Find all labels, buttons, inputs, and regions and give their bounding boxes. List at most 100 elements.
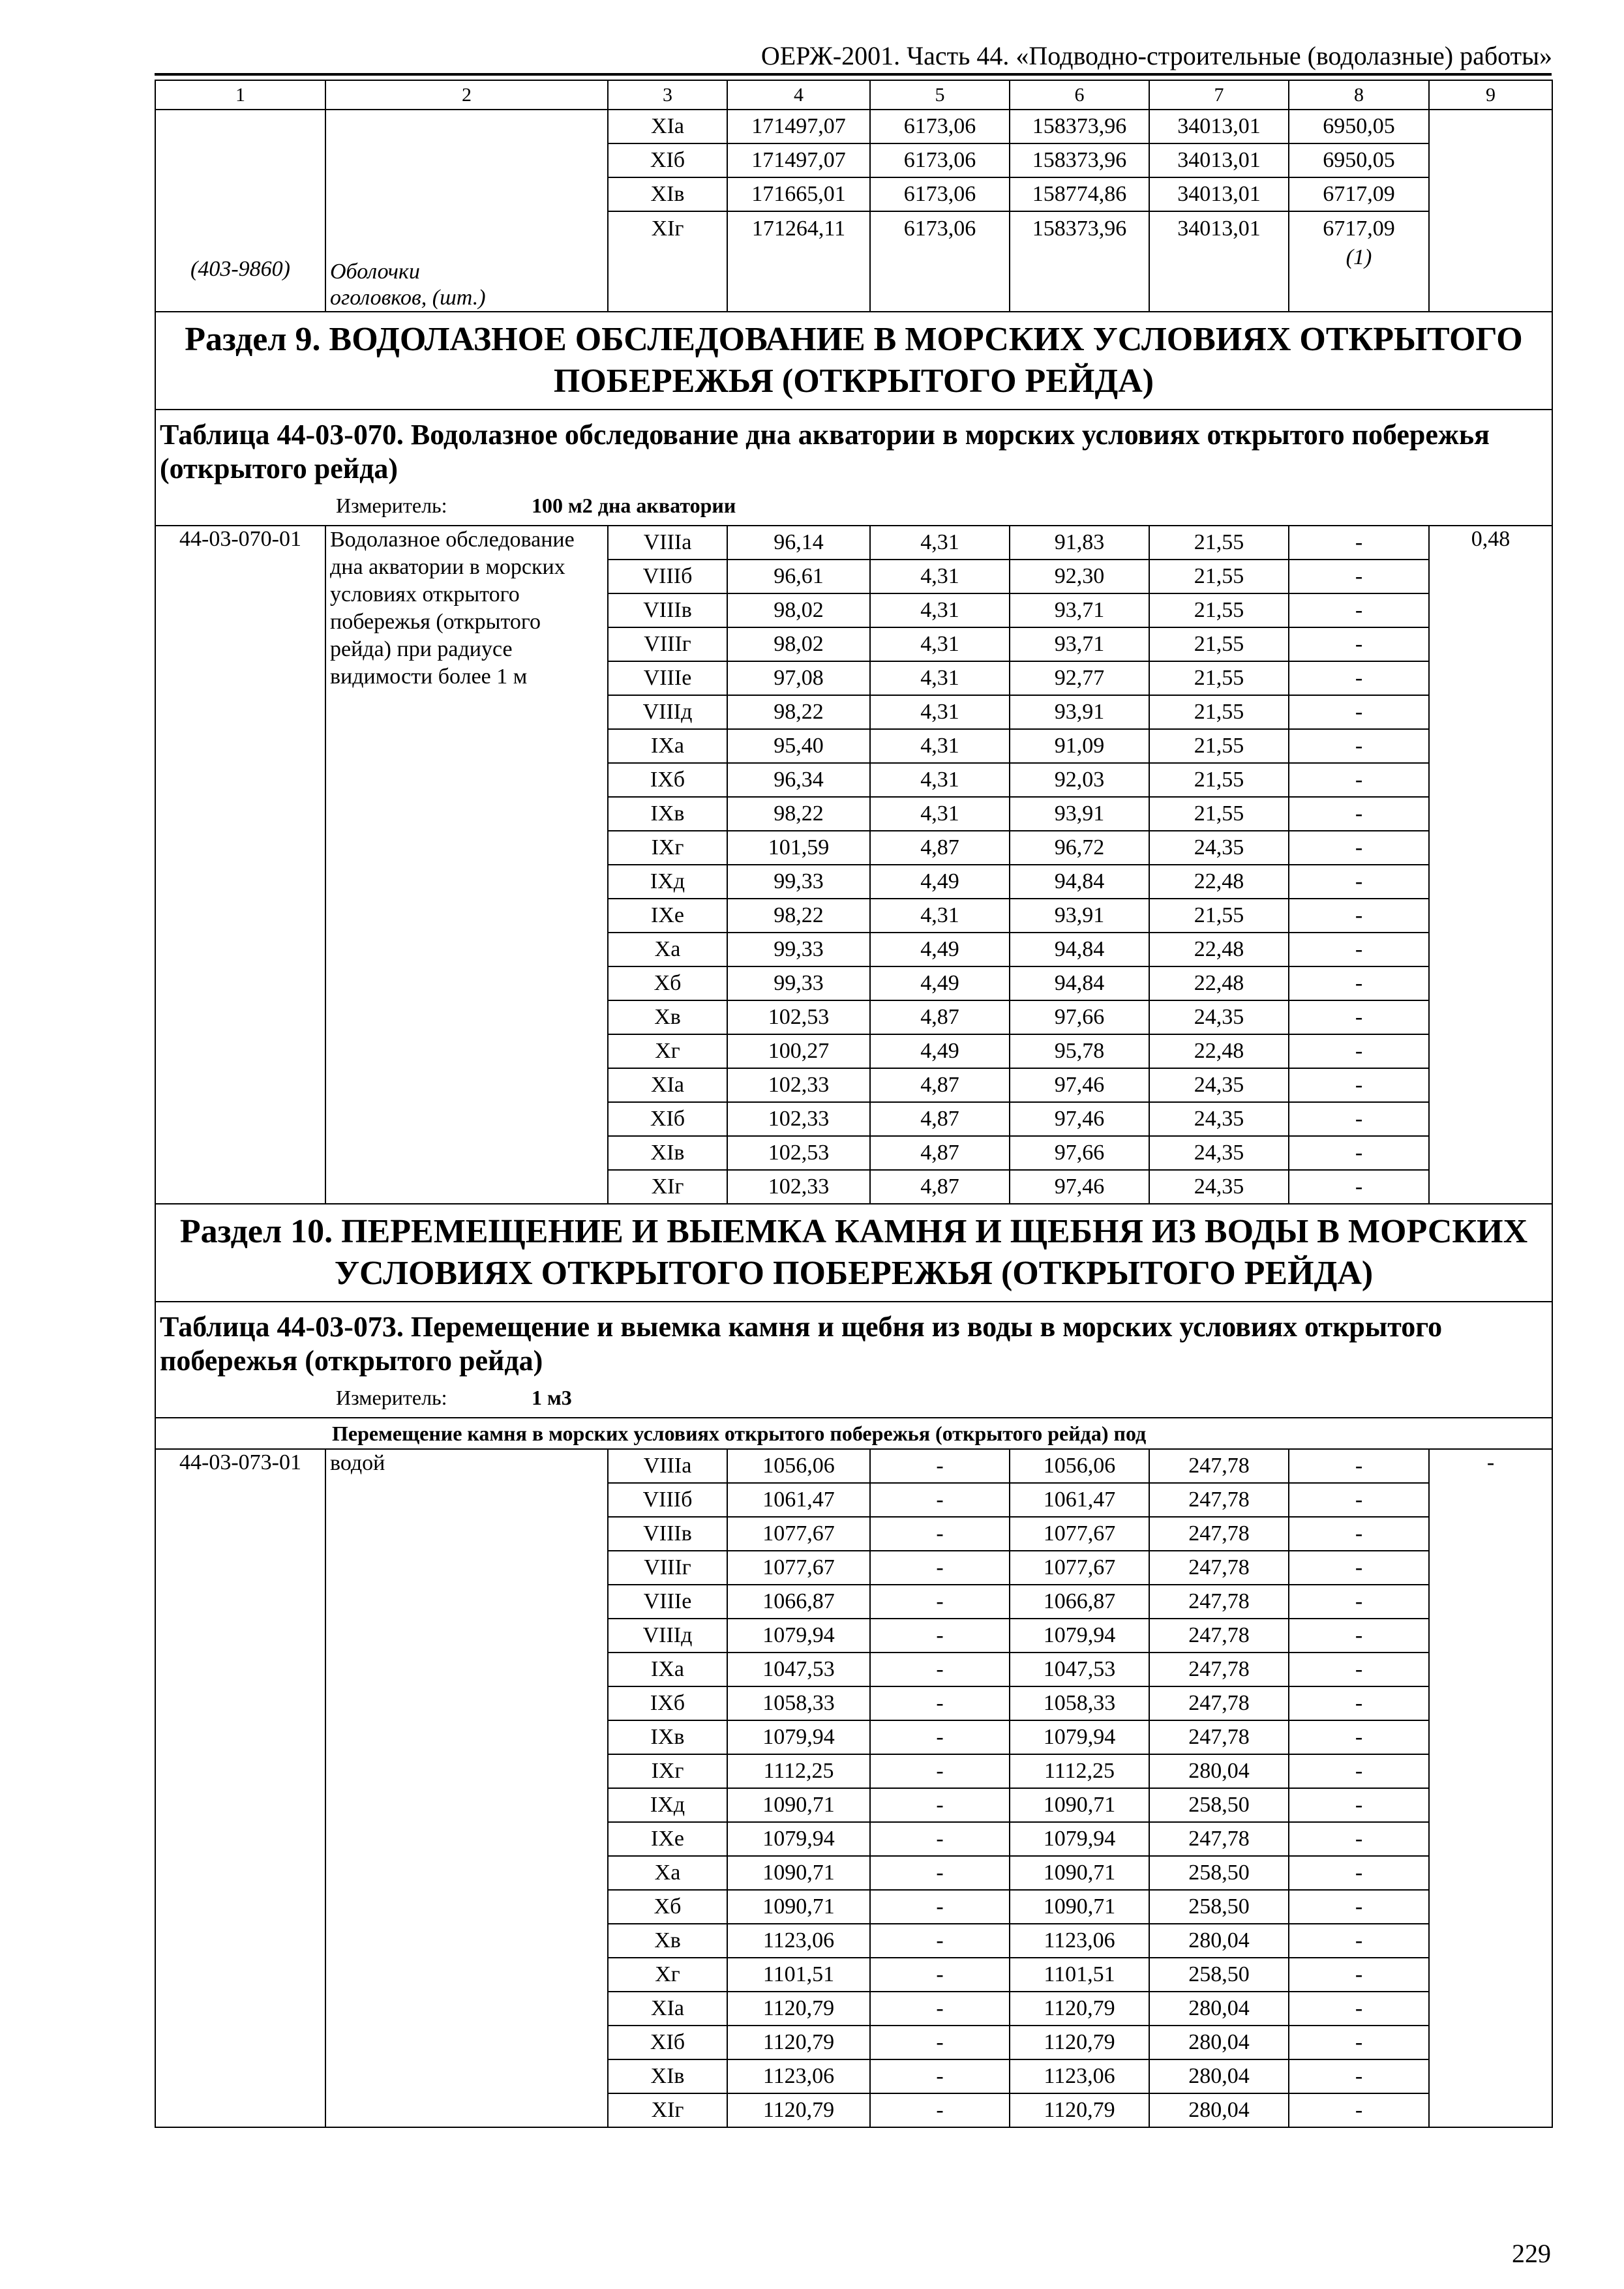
- value-cell: 22,48: [1149, 864, 1289, 899]
- value-cell: -: [869, 1754, 1010, 1789]
- value-cell: 1120,79: [727, 2025, 871, 2060]
- value-cell: 171264,11: [727, 211, 871, 312]
- value-cell: 4,87: [869, 1135, 1010, 1171]
- value-cell: 1079,94: [727, 1618, 871, 1653]
- value-cell: 24,35: [1149, 1068, 1289, 1103]
- value-cell: 280,04: [1149, 1923, 1289, 1958]
- category-cell: Xв: [607, 1923, 728, 1958]
- column-number: 1: [155, 80, 326, 110]
- value-cell: 98,02: [727, 627, 871, 662]
- value-cell: -: [1288, 1034, 1430, 1069]
- category-cell: VIIIд: [607, 1618, 728, 1653]
- value-cell: 247,78: [1149, 1516, 1289, 1551]
- value-cell: 4,31: [869, 898, 1010, 933]
- value-cell: 1079,94: [1009, 1618, 1150, 1653]
- value-cell: 280,04: [1149, 2059, 1289, 2094]
- category-cell: XIв: [607, 177, 728, 212]
- value-cell: 98,22: [727, 898, 871, 933]
- value-cell: 1056,06: [727, 1448, 871, 1484]
- value-cell: 1090,71: [1009, 1889, 1150, 1924]
- value-cell: 96,34: [727, 762, 871, 798]
- value-cell: -: [869, 1788, 1010, 1823]
- value-cell: 171497,07: [727, 143, 871, 178]
- price-table: 1 2 3 4 5 6 7 8 9 (403-9860) Оболочки оголовков, (…: [155, 80, 1553, 2128]
- value-cell: 1066,87: [1009, 1584, 1150, 1619]
- value-cell: -: [1288, 728, 1430, 764]
- value-cell: -: [869, 1618, 1010, 1653]
- category-cell: XIв: [607, 2059, 728, 2094]
- subheading: Перемещение камня в морских условиях отк…: [155, 1417, 1553, 1450]
- value-cell: 91,09: [1009, 728, 1150, 764]
- value-cell: 280,04: [1149, 1754, 1289, 1789]
- value-cell: -: [1288, 2093, 1430, 2128]
- value-cell: -: [1288, 2059, 1430, 2094]
- header-rule: [155, 73, 1552, 76]
- value-cell: 97,46: [1009, 1101, 1150, 1137]
- value-cell: 21,55: [1149, 695, 1289, 730]
- value-cell: -: [1288, 1516, 1430, 1551]
- value-cell: 93,91: [1009, 695, 1150, 730]
- table-title: Таблица 44-03-070. Водолазное обследован…: [160, 419, 1490, 485]
- table-row: Xг 1101,51-1101,51 258,50-: [155, 1957, 1552, 1992]
- value-cell: 21,55: [1149, 627, 1289, 662]
- value-cell: 21,55: [1149, 661, 1289, 696]
- value-cell: 4,87: [869, 1169, 1010, 1204]
- category-cell: IXд: [607, 864, 728, 899]
- category-cell: Xв: [607, 1000, 728, 1035]
- value-cell: -: [869, 2093, 1010, 2128]
- category-cell: IXе: [607, 898, 728, 933]
- value-cell: 98,22: [727, 796, 871, 831]
- column-number: 8: [1288, 80, 1430, 110]
- category-cell: VIIIг: [607, 1550, 728, 1585]
- value-cell: -: [869, 2025, 1010, 2060]
- table-title: Таблица 44-03-073. Перемещение и выемка …: [160, 1311, 1443, 1377]
- value-cell: 21,55: [1149, 796, 1289, 831]
- table-row: IXб 96,34 4,31 92,03 21,55-: [155, 762, 1552, 798]
- table-row: 44-03-073-01 водой VIIIа 1056,06-1056,06 247…: [155, 1448, 1553, 2128]
- value-cell: -: [1288, 796, 1430, 831]
- table-row: IXг 1112,25-1112,25 280,04-: [155, 1754, 1552, 1789]
- value-cell: 100,27: [727, 1034, 871, 1069]
- category-cell: VIIIд: [607, 695, 728, 730]
- value-cell: 93,91: [1009, 898, 1150, 933]
- value-cell: 1077,67: [727, 1550, 871, 1585]
- section-title-row: Раздел 9. ВОДОЛАЗНОЕ ОБСЛЕДОВАНИЕ В МОРС…: [155, 311, 1553, 410]
- value-cell: 101,59: [727, 830, 871, 865]
- table-row: XIг 102,33 4,87 97,46 24,35-: [155, 1169, 1552, 1204]
- value-cell: -: [1288, 1135, 1430, 1171]
- value-cell: 98,02: [727, 593, 871, 628]
- value-cell: -: [869, 1482, 1010, 1518]
- value-cell: -: [1288, 2025, 1430, 2060]
- table-title-cell: Таблица 44-03-073. Перемещение и выемка …: [155, 1301, 1553, 1418]
- col9-cell: 0,48: [1428, 525, 1553, 1204]
- value-cell: -: [1288, 1923, 1430, 1958]
- value-cell: 93,71: [1009, 593, 1150, 628]
- value-cell: 95,40: [727, 728, 871, 764]
- value-cell: 258,50: [1149, 1855, 1289, 1891]
- subheading-row: Перемещение камня в морских условиях отк…: [155, 1417, 1553, 1450]
- value-cell: -: [1288, 1889, 1430, 1924]
- value-cell: -: [1288, 1652, 1430, 1687]
- value-cell: -: [1288, 1584, 1430, 1619]
- value-cell: 4,31: [869, 695, 1010, 730]
- value-cell: 4,49: [869, 932, 1010, 967]
- category-cell: XIг: [607, 211, 728, 312]
- value-cell: 1101,51: [1009, 1957, 1150, 1992]
- value-cell: -: [869, 1550, 1010, 1585]
- category-cell: VIIIв: [607, 1516, 728, 1551]
- table-title-cell: Таблица 44-03-070. Водолазное обследован…: [155, 409, 1553, 526]
- value-cell: 4,31: [869, 559, 1010, 594]
- category-cell: IXв: [607, 796, 728, 831]
- value-cell: 258,50: [1149, 1788, 1289, 1823]
- value-cell: 4,31: [869, 661, 1010, 696]
- category-cell: Xг: [607, 1034, 728, 1069]
- table-row: IXг 101,59 4,87 96,72 24,35-: [155, 830, 1552, 865]
- category-cell: IXа: [607, 728, 728, 764]
- column-number: 3: [607, 80, 728, 110]
- value-cell: 21,55: [1149, 593, 1289, 628]
- value-cell: -: [1288, 762, 1430, 798]
- value-cell: 4,87: [869, 1068, 1010, 1103]
- value-cell: -: [1288, 661, 1430, 696]
- value-cell: 93,91: [1009, 796, 1150, 831]
- value-cell: 1123,06: [727, 1923, 871, 1958]
